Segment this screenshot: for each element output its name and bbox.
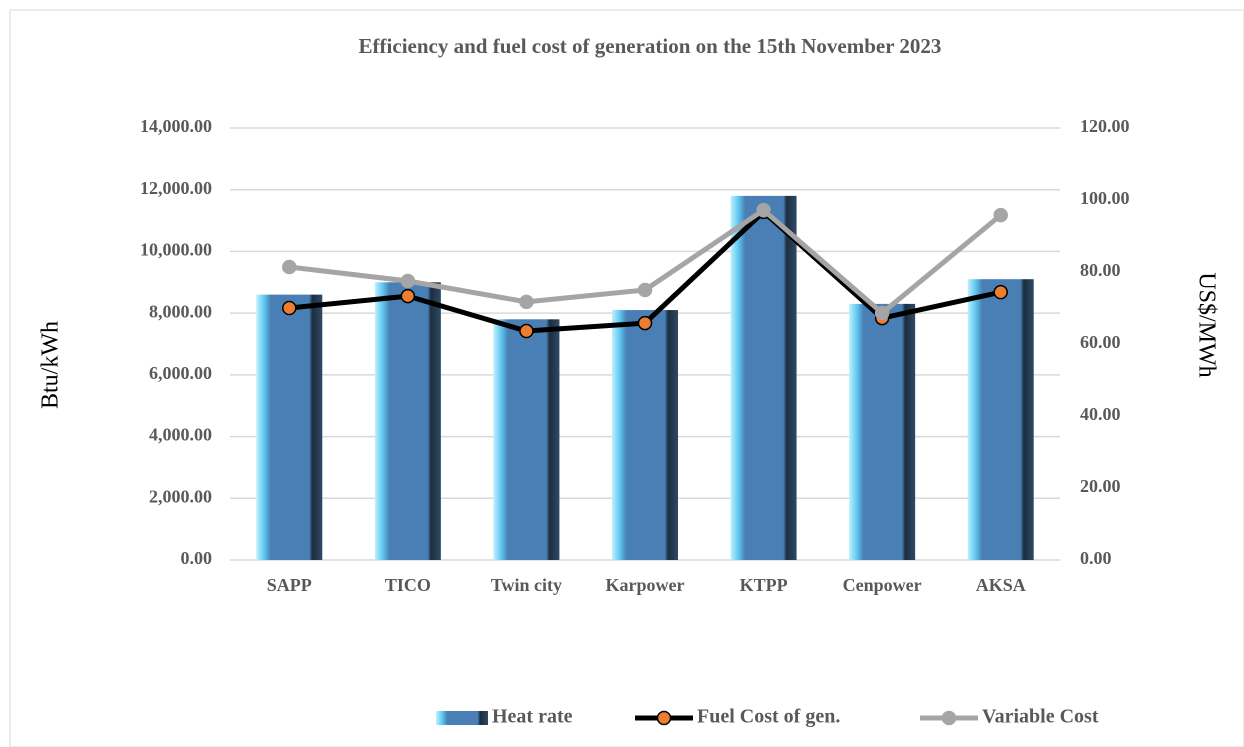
marker xyxy=(282,300,297,316)
y2-tick-label: 40.00 xyxy=(1080,404,1121,424)
legend-label: Fuel Cost of gen. xyxy=(697,706,840,728)
bar xyxy=(849,303,916,560)
x-tick-label: Twin city xyxy=(491,575,562,595)
y-tick-label: 0.00 xyxy=(181,548,213,568)
marker xyxy=(519,323,534,339)
legend-marker xyxy=(656,710,672,726)
marker xyxy=(519,294,534,310)
bar xyxy=(374,282,441,560)
legend-label: Heat rate xyxy=(492,706,573,728)
bar xyxy=(967,279,1034,560)
x-tick-label: SAPP xyxy=(267,575,312,595)
marker xyxy=(993,207,1008,223)
y-tick-label: 14,000.00 xyxy=(140,116,212,136)
y2-axis-title: US$/MWh xyxy=(1193,272,1219,377)
marker xyxy=(400,288,416,304)
x-tick-label: AKSA xyxy=(976,575,1026,595)
x-tick-label: Cenpower xyxy=(843,575,922,595)
legend-marker xyxy=(941,710,957,726)
marker xyxy=(993,284,1008,300)
x-tick-label: TICO xyxy=(385,575,431,595)
y2-tick-label: 80.00 xyxy=(1080,260,1121,280)
y-tick-label: 12,000.00 xyxy=(140,178,212,198)
marker xyxy=(637,282,653,298)
y-tick-label: 8,000.00 xyxy=(149,301,212,321)
bar xyxy=(256,294,323,560)
chart-title: Efficiency and fuel cost of generation o… xyxy=(359,34,942,58)
y2-tick-label: 0.00 xyxy=(1080,548,1112,568)
legend-swatch xyxy=(436,711,488,725)
y2-tick-label: 60.00 xyxy=(1080,332,1121,352)
x-tick-label: KTPP xyxy=(740,575,788,595)
marker xyxy=(756,202,771,218)
y-axis-title: Btu/kWh xyxy=(38,321,64,409)
bar xyxy=(493,319,560,560)
y-tick-label: 4,000.00 xyxy=(149,425,212,445)
x-tick-label: Karpower xyxy=(606,575,685,595)
marker xyxy=(637,315,653,331)
marker xyxy=(874,305,890,321)
marker xyxy=(282,259,297,275)
y2-tick-label: 20.00 xyxy=(1080,476,1121,496)
legend-label: Variable Cost xyxy=(982,706,1099,728)
y2-tick-label: 120.00 xyxy=(1080,116,1130,136)
y-tick-label: 2,000.00 xyxy=(149,486,212,506)
bar xyxy=(730,195,797,560)
y2-tick-label: 100.00 xyxy=(1080,188,1130,208)
y-tick-label: 10,000.00 xyxy=(140,240,212,260)
bar xyxy=(612,310,678,560)
y-tick-label: 6,000.00 xyxy=(149,363,212,383)
marker xyxy=(400,273,416,289)
